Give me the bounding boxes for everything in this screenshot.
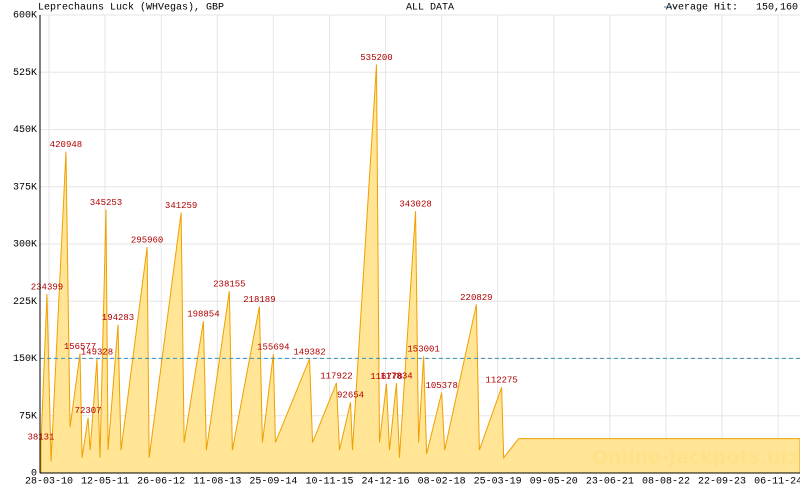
value-label: 420948: [50, 140, 82, 150]
x-tick-label: 25-09-14: [249, 477, 297, 488]
value-label: 345253: [90, 198, 122, 208]
value-label: 112275: [485, 376, 517, 386]
y-tick-label: 150K: [13, 354, 37, 365]
x-tick-label: 25-03-19: [474, 477, 522, 488]
value-label: 238155: [213, 280, 245, 290]
value-label: 155694: [257, 343, 289, 353]
x-tick-label: 12-05-11: [81, 477, 129, 488]
value-label: 194283: [102, 313, 134, 323]
x-tick-label: 24-12-16: [361, 477, 409, 488]
legend-value: 150,160: [756, 3, 798, 14]
value-label: 92654: [337, 391, 364, 401]
y-tick-label: 225K: [13, 297, 37, 308]
x-tick-label: 23-06-21: [586, 477, 634, 488]
chart-title: Leprechauns Luck (WHVegas), GBP: [38, 2, 224, 14]
value-label: 72307: [75, 406, 102, 416]
value-label: 105378: [425, 381, 457, 391]
y-tick-label: 525K: [13, 68, 37, 79]
value-label: 341259: [165, 201, 197, 211]
value-label: 535200: [360, 53, 392, 63]
x-tick-label: 08-08-22: [642, 477, 690, 488]
y-tick-label: 600K: [13, 11, 37, 22]
x-tick-label: 09-05-20: [530, 477, 578, 488]
value-label: 38131: [27, 432, 54, 442]
value-label: 116778: [370, 372, 402, 382]
value-label: 149382: [293, 347, 325, 357]
x-tick-label: 11-08-13: [193, 477, 241, 488]
value-label: 218189: [243, 295, 275, 305]
x-tick-label: 08-02-18: [418, 477, 466, 488]
value-label: 117922: [320, 371, 352, 381]
value-label: 117834: [380, 371, 412, 381]
value-label: 149328: [81, 347, 113, 357]
x-tick-label: 26-06-12: [137, 477, 185, 488]
value-label: 153001: [407, 345, 439, 355]
y-tick-label: 75K: [19, 411, 37, 422]
x-tick-label: 22-09-23: [698, 477, 746, 488]
chart-subtitle: ALL DATA: [406, 3, 454, 14]
y-tick-label: 0: [31, 469, 37, 480]
y-tick-label: 375K: [13, 182, 37, 193]
value-label: 198854: [187, 310, 219, 320]
value-label: 234399: [31, 282, 63, 292]
y-tick-label: 300K: [13, 240, 37, 251]
legend-label: Average Hit:: [666, 2, 738, 14]
y-tick-label: 450K: [13, 125, 37, 136]
x-tick-label: 28-03-10: [25, 477, 73, 488]
x-tick-label: 06-11-24: [754, 477, 800, 488]
value-label: 220829: [460, 293, 492, 303]
x-tick-label: 10-11-15: [305, 477, 353, 488]
area: [40, 64, 800, 474]
value-label: 343028: [399, 200, 431, 210]
value-label: 156577: [64, 342, 96, 352]
value-label: 295960: [131, 235, 163, 245]
